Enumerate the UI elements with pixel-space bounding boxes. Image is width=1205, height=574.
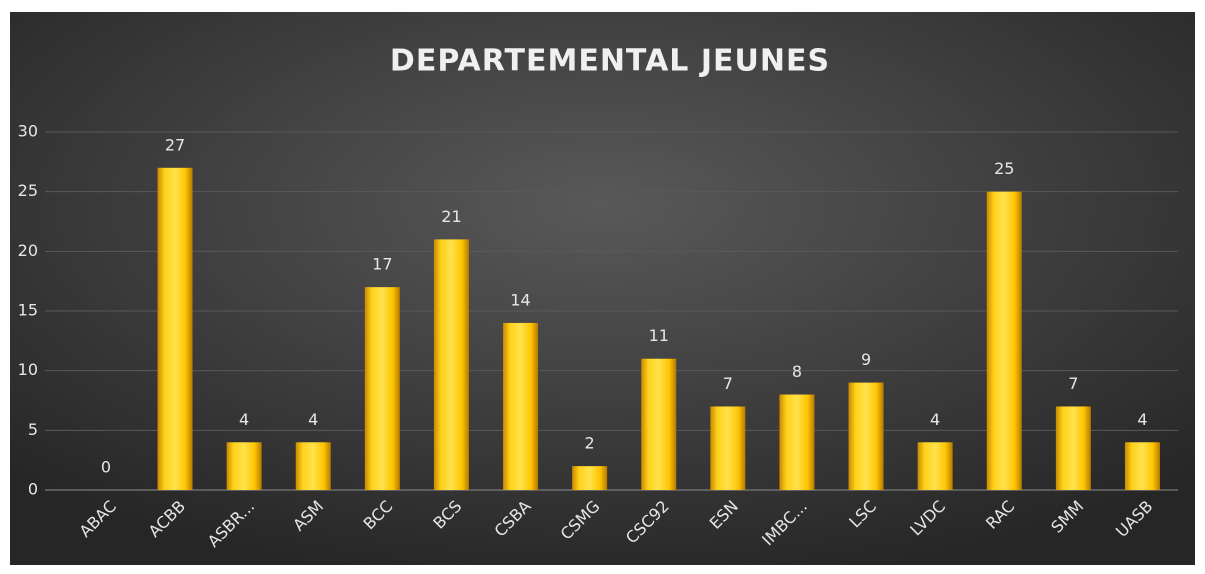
data-label: 9 [861,350,871,369]
bar [848,382,884,490]
bar [503,322,539,490]
data-label: 7 [1068,374,1078,393]
y-tick-label: 20 [18,241,38,260]
data-label: 27 [165,135,185,154]
y-tick-label: 0 [28,480,38,499]
bar [1124,442,1160,490]
data-label: 2 [585,434,595,453]
data-label: 4 [308,410,318,429]
data-label: 4 [239,410,249,429]
bar [1055,406,1091,490]
y-tick-label: 15 [18,301,38,320]
data-label: 0 [101,458,111,477]
bar [917,442,953,490]
bar [295,442,331,490]
chart-title: DEPARTEMENTAL JEUNES [390,44,830,79]
data-label: 4 [1137,410,1147,429]
data-label: 21 [441,207,461,226]
data-label: 17 [372,255,392,274]
bar [710,406,746,490]
data-label: 8 [792,362,802,381]
data-label: 25 [994,159,1014,178]
bar [986,191,1022,490]
bar [157,167,193,491]
bar [572,466,608,490]
y-tick-label: 25 [18,181,38,200]
bar [779,394,815,490]
y-tick-label: 5 [28,420,38,439]
bar [364,287,400,490]
bar [433,239,469,490]
bar [641,358,677,490]
y-tick-label: 10 [18,360,38,379]
y-tick-label: 30 [18,122,38,141]
data-label: 11 [649,326,669,345]
data-label: 7 [723,374,733,393]
data-label: 14 [510,290,530,309]
data-label: 4 [930,410,940,429]
bar [226,442,262,490]
